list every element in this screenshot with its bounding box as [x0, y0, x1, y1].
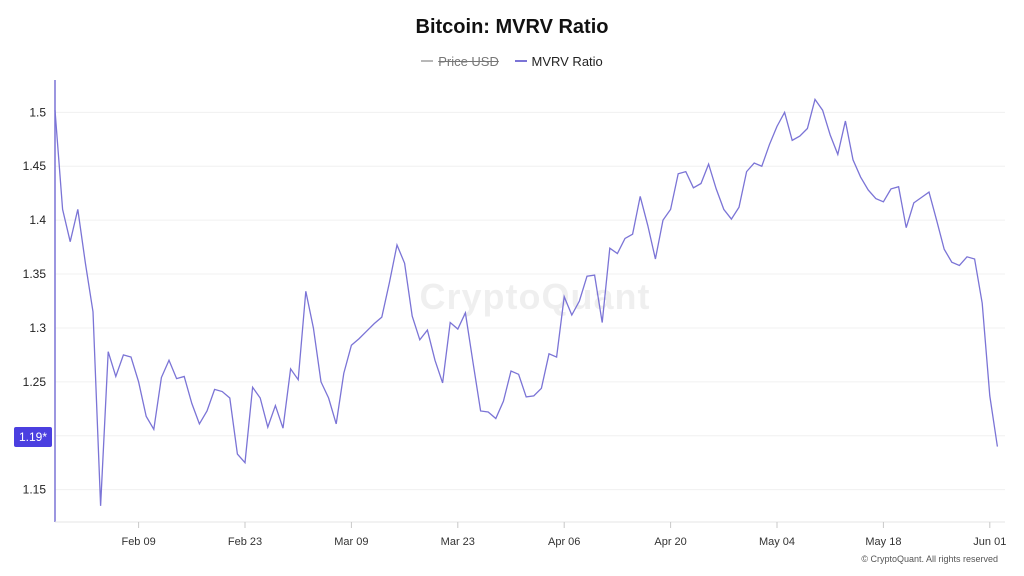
x-tick-label-1: Feb 23 — [228, 536, 262, 548]
y-tick-label-7: 1.5 — [29, 105, 46, 119]
y-tick-label-3: 1.3 — [29, 321, 46, 335]
current-value-badge: 1.19* — [14, 427, 52, 447]
x-tick-label-4: Apr 06 — [548, 536, 580, 548]
legend-label-price-usd: Price USD — [438, 53, 499, 69]
legend: Price USD MVRV Ratio — [0, 50, 1024, 69]
x-axis: Feb 09 Feb 23 Mar 09 Mar 23 Apr 06 Apr 20 May … — [55, 521, 1006, 548]
chart-title: Bitcoin: MVRV Ratio — [415, 16, 609, 38]
y-tick-label-2: 1.25 — [23, 375, 47, 389]
x-tick-label-8: Jun 01 — [973, 536, 1006, 548]
x-tick-label-5: Apr 20 — [654, 536, 686, 548]
y-tick-label-4: 1.35 — [23, 267, 47, 281]
legend-label-mvrv-ratio: MVRV Ratio — [531, 53, 603, 69]
x-tick-label-7: May 18 — [865, 536, 901, 548]
watermark: CryptoQuant — [419, 276, 651, 317]
grid-lines — [55, 111, 1005, 491]
x-tick-label-0: Feb 09 — [121, 536, 155, 548]
copyright-text: © CryptoQuant. All rights reserved — [861, 554, 998, 564]
y-tick-label-5: 1.4 — [29, 213, 46, 227]
x-tick-label-6: May 04 — [759, 536, 795, 548]
series-line-mvrv-ratio[interactable] — [54, 97, 999, 506]
legend-item-mvrv-ratio[interactable]: MVRV Ratio — [514, 53, 603, 69]
legend-swatch-price-usd — [421, 60, 434, 62]
y-tick-label-6: 1.45 — [23, 159, 47, 173]
legend-item-price-usd[interactable]: Price USD — [421, 54, 499, 69]
y-tick-label-0: 1.15 — [23, 483, 47, 497]
legend-swatch-mvrv-ratio — [514, 60, 527, 62]
x-tick-label-2: Mar 09 — [334, 536, 368, 548]
x-tick-label-3: Mar 23 — [441, 536, 475, 548]
y-axis: 1.151.21.251.31.351.41.451.5 — [23, 80, 56, 522]
